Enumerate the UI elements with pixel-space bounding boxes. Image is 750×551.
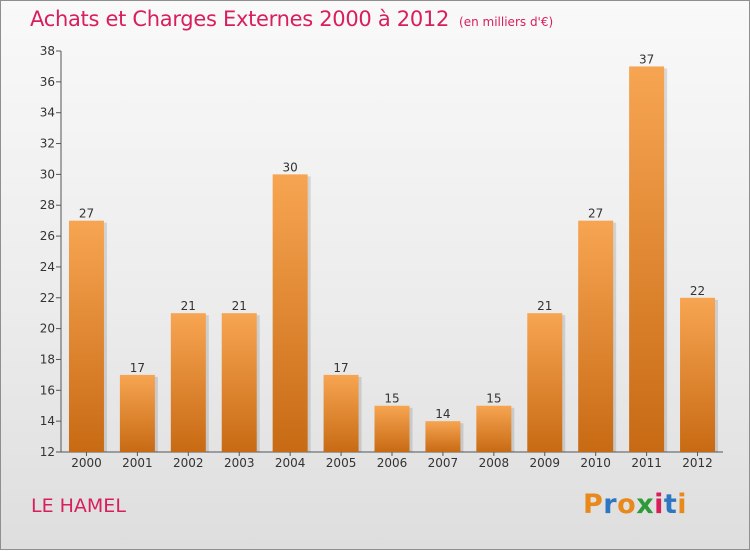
x-tick-label: 2004 (275, 456, 306, 470)
y-tick-label: 22 (40, 291, 55, 305)
x-tick-label: 2006 (377, 456, 408, 470)
chart-unit-label: (en milliers d'€) (459, 15, 554, 29)
bar-value-label: 37 (639, 52, 654, 66)
y-tick-label: 20 (40, 322, 55, 336)
bar (476, 405, 512, 452)
y-tick-label: 12 (40, 445, 55, 459)
y-tick-label: 28 (40, 198, 55, 212)
bar-value-label: 22 (690, 284, 705, 298)
x-tick-label: 2002 (173, 456, 204, 470)
y-tick-label: 18 (40, 352, 55, 366)
bar-value-label: 17 (130, 361, 145, 375)
logo-letter: P (583, 489, 604, 520)
x-tick-label: 2001 (122, 456, 153, 470)
bar-value-label: 21 (537, 299, 552, 313)
x-tick-label: 2010 (580, 456, 611, 470)
logo-letter: t (663, 489, 678, 520)
logo-letter: x (636, 489, 655, 520)
x-tick-label: 2009 (529, 456, 560, 470)
y-tick-label: 34 (40, 106, 55, 120)
bar-value-label: 15 (384, 392, 399, 406)
bar (680, 297, 716, 452)
chart-title-text: Achats et Charges Externes 2000 à 2012 (30, 7, 450, 31)
y-tick-label: 16 (40, 383, 55, 397)
y-tick-label: 24 (40, 260, 55, 274)
bar (170, 313, 206, 452)
logo-letter: i (654, 489, 664, 520)
bar (272, 174, 308, 452)
commune-name: LE HAMEL (31, 495, 126, 517)
axes: 12 14 16 18 20 22 24 26 28 30 32 34 36 38 2000 2001 2002… (40, 44, 723, 470)
x-tick-label: 2000 (71, 456, 102, 470)
bar-value-label: 27 (79, 207, 94, 221)
logo-letter: o (617, 489, 637, 520)
bar-value-label: 30 (283, 160, 298, 174)
y-tick-label: 30 (40, 167, 55, 181)
logo-letter: i (677, 489, 688, 520)
y-tick-label: 36 (40, 75, 55, 89)
x-tick-label: 2007 (428, 456, 459, 470)
y-tick-label: 14 (40, 414, 55, 428)
y-tick-label: 38 (40, 44, 55, 58)
x-tick-label: 2003 (224, 456, 255, 470)
chart-title: Achats et Charges Externes 2000 à 2012 (e… (30, 7, 553, 31)
bar (374, 405, 410, 452)
bars: 27 17 21 21 30 17 15 14 15 21 27 37 22 (68, 52, 719, 452)
bar (425, 421, 461, 452)
bar-value-label: 15 (486, 392, 501, 406)
bar-value-label: 17 (333, 361, 348, 375)
proxiti-logo: Proxiti (583, 489, 687, 520)
bar (119, 374, 155, 452)
bar (527, 313, 563, 452)
x-tick-label: 2012 (682, 456, 713, 470)
logo-letter: r (603, 489, 618, 520)
x-tick-label: 2008 (479, 456, 510, 470)
x-tick-label: 2005 (326, 456, 357, 470)
bar-value-label: 27 (588, 207, 603, 221)
bar-value-label: 21 (232, 299, 247, 313)
bar (323, 374, 359, 452)
bar (68, 220, 104, 452)
bar-value-label: 21 (181, 299, 196, 313)
bar (629, 66, 665, 452)
y-tick-label: 32 (40, 137, 55, 151)
x-tick-label: 2011 (631, 456, 662, 470)
y-tick-label: 26 (40, 229, 55, 243)
bar (578, 220, 614, 452)
bar-value-label: 14 (435, 407, 450, 421)
bar (221, 313, 257, 452)
